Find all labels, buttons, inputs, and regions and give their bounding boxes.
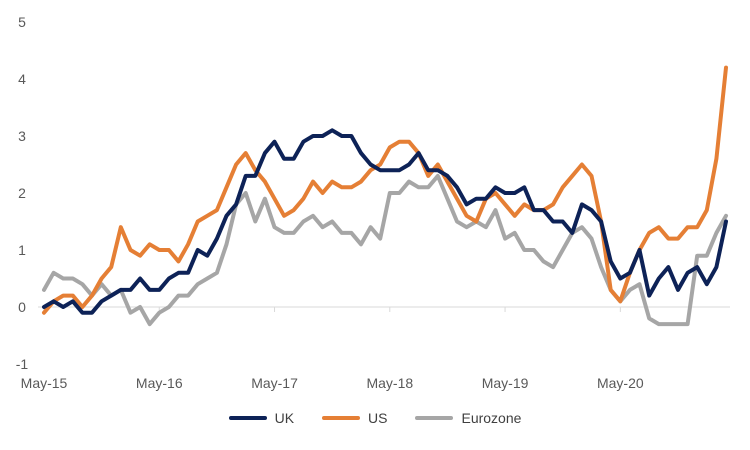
y-tick-label: 3	[18, 128, 26, 144]
series-lines	[42, 65, 728, 327]
x-tick-label: May-20	[597, 375, 644, 391]
x-tick-label: May-15	[21, 375, 68, 391]
legend-item-us: US	[322, 410, 387, 426]
legend-item-eurozone: Eurozone	[415, 410, 521, 426]
legend-label-us: US	[368, 410, 388, 426]
y-tick-label: 4	[18, 71, 26, 87]
series-line-uk	[42, 128, 728, 315]
x-tick-label: May-16	[136, 375, 183, 391]
x-tick-label: May-19	[482, 375, 529, 391]
x-tick-label: May-17	[251, 375, 298, 391]
legend-item-uk: UK	[228, 410, 295, 426]
y-tick-label: 0	[18, 299, 26, 315]
legend-swatch-uk	[228, 416, 267, 420]
y-tick-label: 1	[18, 242, 26, 258]
legend-label-uk: UK	[274, 410, 295, 426]
x-axis: May-15 May-16 May-17 May-18 May-19 May-20	[21, 306, 730, 391]
y-tick-label: -1	[16, 356, 29, 372]
y-tick-label: 2	[18, 185, 26, 201]
y-axis-labels: -1 0 1 2 3 4 5	[16, 14, 29, 372]
legend-swatch-eurozone	[415, 416, 454, 420]
series-line-us	[42, 65, 728, 315]
x-tick-label: May-18	[366, 375, 413, 391]
legend-swatch-us	[322, 416, 361, 420]
legend: UK US Eurozone	[0, 410, 750, 426]
legend-label-eurozone: Eurozone	[461, 410, 522, 426]
y-tick-label: 5	[18, 14, 26, 30]
